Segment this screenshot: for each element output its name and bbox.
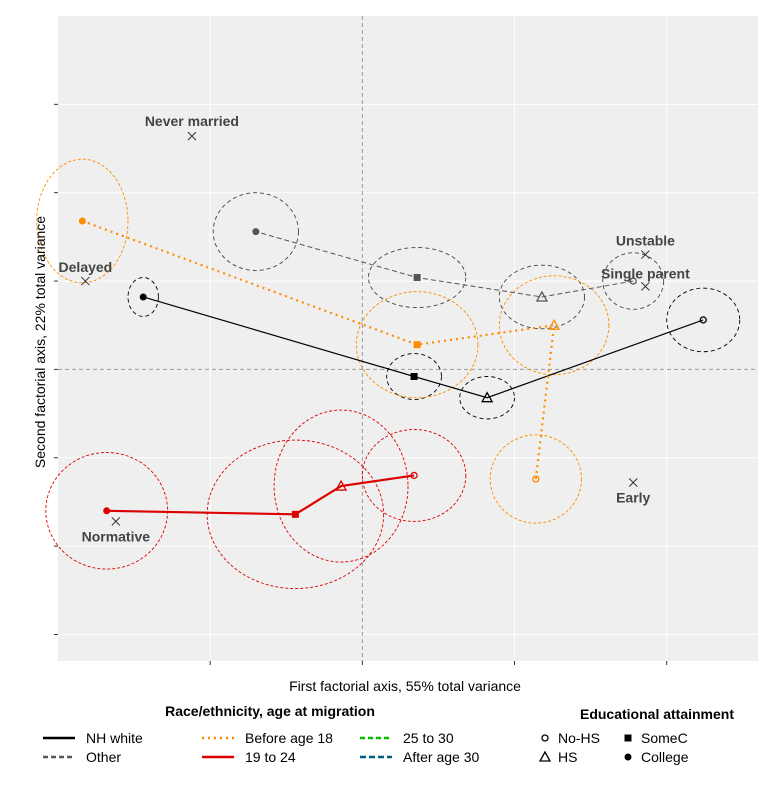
point-nh_white-0 [699,316,707,324]
ellipse-before_18-2 [355,291,479,399]
ellipse-other-1 [498,264,585,330]
ellipse-other-0 [602,252,665,310]
point-other-3 [252,228,260,236]
ellipse-nh_white-2 [386,353,442,400]
ellipse-other-3 [212,192,299,271]
category-marker-4 [628,478,638,487]
point-before_18-0 [532,475,540,483]
ellipse-age_19_24-0 [361,429,467,522]
axis-ticks [54,103,668,665]
legend-items: NH white Other Before age 18 19 to 24 25 to … [43,730,689,765]
plot-panel [58,16,758,661]
line-age_19_24 [106,474,415,516]
legend: Race/ethnicity, age at migration Educati… [43,703,734,765]
legend-edu-label-0: No-HS [558,730,600,746]
legend-shape-2 [538,750,552,762]
line-nh_white [143,296,704,399]
category-label-5: Normative [82,528,151,544]
category-marker-5 [111,517,121,526]
ellipse-before_18-0 [489,434,582,524]
legend-label-age_25_30: 25 to 30 [403,730,454,746]
category-marker-3 [641,282,650,291]
point-before_18-2 [413,341,421,349]
legend-edu-title: Educational attainment [580,706,734,722]
point-nh_white-3 [139,293,147,301]
category-marker-1 [81,276,90,286]
category-marker-0 [187,131,197,141]
line-other [255,231,634,298]
point-age_19_24-3 [103,507,111,515]
point-other-1 [535,290,549,302]
point-age_19_24-2 [291,510,299,518]
legend-label-after_30: After age 30 [403,749,479,765]
point-nh_white-2 [410,372,418,380]
legend-edu-label-2: HS [558,749,577,765]
legend-shape-1 [624,734,632,742]
ellipse-age_19_24-1 [273,409,409,563]
ellipse-nh_white-0 [666,287,741,353]
ellipse-nh_white-3 [127,277,159,317]
series-points [78,217,707,518]
legend-shape-0 [541,734,549,742]
x-axis-label: First factorial axis, 55% total variance [289,678,521,694]
ellipse-age_19_24-2 [206,439,385,589]
series-lines [81,219,704,516]
point-nh_white-1 [481,391,494,403]
point-other-0 [629,277,637,285]
grid [58,16,758,661]
category-label-1: Delayed [59,259,113,275]
category-label-3: Single parent [601,265,690,281]
category-label-2: Unstable [616,233,675,249]
legend-shape-3 [624,753,632,761]
legend-label-nh_white: NH white [86,730,143,746]
ellipse-before_18-3 [36,158,129,284]
point-before_18-3 [78,217,86,225]
category-label-0: Never married [145,113,239,129]
legend-edu-label-1: SomeC [641,730,688,746]
legend-label-before_18: Before age 18 [245,730,333,746]
ellipse-nh_white-1 [459,376,515,420]
legend-label-other: Other [86,749,121,765]
ellipse-age_19_24-3 [45,452,169,570]
legend-edu-label-3: College [641,749,689,765]
legend-label-age_19_24: 19 to 24 [245,749,296,765]
category-labels: Never married Delayed Unstable Single paren… [59,113,691,544]
y-axis-label: Second factorial axis, 22% total varianc… [32,216,48,468]
point-before_18-1 [547,318,561,330]
ellipse-before_18-1 [498,275,610,376]
category-label-4: Early [616,490,650,506]
confidence-ellipses [36,158,741,589]
line-before_18 [81,219,556,480]
point-other-2 [413,274,421,282]
reference-lines [58,16,758,661]
ellipse-other-2 [367,247,467,309]
category-marker-2 [641,250,650,259]
point-age_19_24-0 [410,471,418,480]
point-age_19_24-1 [334,479,348,491]
legend-race-title: Race/ethnicity, age at migration [165,703,375,719]
